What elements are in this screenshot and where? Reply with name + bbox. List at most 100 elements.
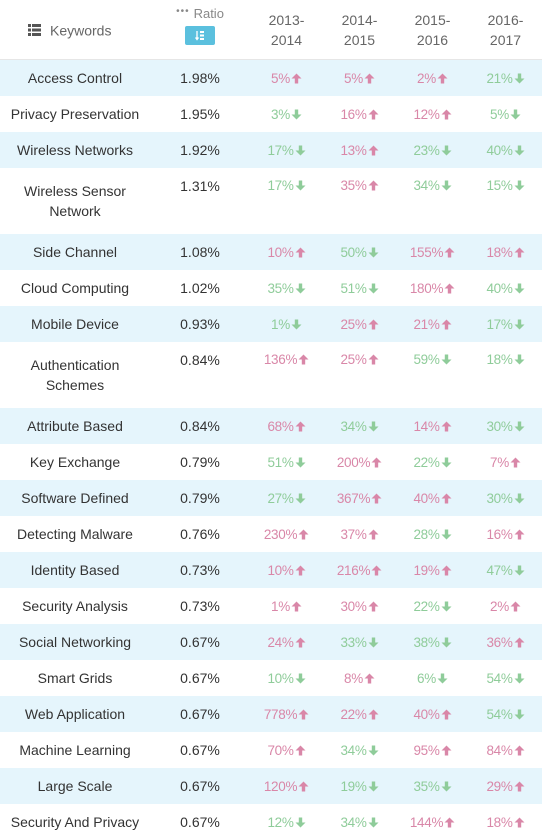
- change-cell: 21%: [469, 60, 542, 97]
- keyword-cell[interactable]: Smart Grids: [0, 660, 150, 696]
- ratio-cell: 0.76%: [150, 516, 250, 552]
- change-cell: 28%: [396, 516, 469, 552]
- keyword-cell[interactable]: Wireless Sensor Network: [0, 168, 150, 234]
- change-cell: 40%: [396, 480, 469, 516]
- change-cell: 33%: [323, 624, 396, 660]
- change-value: 778%: [264, 707, 297, 722]
- change-value: 367%: [337, 491, 370, 506]
- change-cell: 84%: [469, 732, 542, 768]
- change-value: 155%: [410, 245, 443, 260]
- keyword-cell[interactable]: Security And Privacy: [0, 804, 150, 840]
- change-cell: 34%: [396, 168, 469, 234]
- keyword-cell[interactable]: Security Analysis: [0, 588, 150, 624]
- change-cell: 34%: [323, 732, 396, 768]
- arrow-down-icon: [514, 493, 525, 504]
- arrow-down-icon: [514, 283, 525, 294]
- arrow-down-icon: [441, 637, 452, 648]
- change-value: 59%: [413, 352, 439, 367]
- change-cell: 5%: [469, 96, 542, 132]
- change-cell: 5%: [323, 60, 396, 97]
- change-cell: 5%: [250, 60, 323, 97]
- arrow-up-icon: [295, 421, 306, 432]
- change-value: 22%: [413, 455, 439, 470]
- change-value: 14%: [413, 419, 439, 434]
- change-cell: 180%: [396, 270, 469, 306]
- change-cell: 8%: [323, 660, 396, 696]
- change-value: 2%: [490, 599, 509, 614]
- arrow-down-icon: [514, 145, 525, 156]
- change-cell: 367%: [323, 480, 396, 516]
- change-value: 3%: [271, 107, 290, 122]
- keyword-cell[interactable]: Attribute Based: [0, 408, 150, 444]
- keyword-cell[interactable]: Identity Based: [0, 552, 150, 588]
- keyword-cell[interactable]: Machine Learning: [0, 732, 150, 768]
- keyword-cell[interactable]: Mobile Device: [0, 306, 150, 342]
- change-value: 23%: [413, 143, 439, 158]
- change-value: 47%: [486, 563, 512, 578]
- keyword-cell[interactable]: Side Channel: [0, 234, 150, 270]
- change-cell: 15%: [469, 168, 542, 234]
- arrow-down-icon: [441, 180, 452, 191]
- change-value: 30%: [340, 599, 366, 614]
- keyword-cell[interactable]: Cloud Computing: [0, 270, 150, 306]
- ratio-cell: 0.67%: [150, 804, 250, 840]
- change-cell: 13%: [323, 132, 396, 168]
- change-cell: 10%: [250, 234, 323, 270]
- change-cell: 12%: [396, 96, 469, 132]
- change-value: 180%: [410, 281, 443, 296]
- change-cell: 30%: [469, 480, 542, 516]
- arrow-up-icon: [368, 601, 379, 612]
- sort-button[interactable]: [185, 26, 215, 45]
- list-icon: [28, 24, 41, 36]
- ratio-cell: 0.79%: [150, 480, 250, 516]
- change-value: 200%: [337, 455, 370, 470]
- keyword-cell[interactable]: Web Application: [0, 696, 150, 732]
- change-cell: 230%: [250, 516, 323, 552]
- keyword-cell[interactable]: Social Networking: [0, 624, 150, 660]
- ratio-cell: 0.79%: [150, 444, 250, 480]
- change-cell: 19%: [323, 768, 396, 804]
- change-value: 1%: [271, 317, 290, 332]
- ratio-cell: 0.67%: [150, 732, 250, 768]
- change-value: 40%: [413, 491, 439, 506]
- table-header: Keywords •••Ratio 2013- 2014 2014- 2015 …: [0, 0, 542, 60]
- keyword-cell[interactable]: Key Exchange: [0, 444, 150, 480]
- keyword-cell[interactable]: Large Scale: [0, 768, 150, 804]
- keyword-cell[interactable]: Software Defined: [0, 480, 150, 516]
- keyword-cell[interactable]: Access Control: [0, 60, 150, 97]
- ratio-cell: 0.67%: [150, 660, 250, 696]
- change-cell: 34%: [323, 804, 396, 840]
- more-options-icon[interactable]: •••: [176, 6, 190, 17]
- change-value: 22%: [340, 707, 366, 722]
- keyword-cell[interactable]: Detecting Malware: [0, 516, 150, 552]
- change-cell: 18%: [469, 342, 542, 408]
- arrow-down-icon: [295, 457, 306, 468]
- keyword-cell[interactable]: Authentication Schemes: [0, 342, 150, 408]
- year-label: 2016- 2017: [488, 12, 524, 48]
- keyword-cell[interactable]: Wireless Networks: [0, 132, 150, 168]
- keyword-cell[interactable]: Privacy Preservation: [0, 96, 150, 132]
- arrow-up-icon: [444, 283, 455, 294]
- change-cell: 216%: [323, 552, 396, 588]
- arrow-up-icon: [291, 73, 302, 84]
